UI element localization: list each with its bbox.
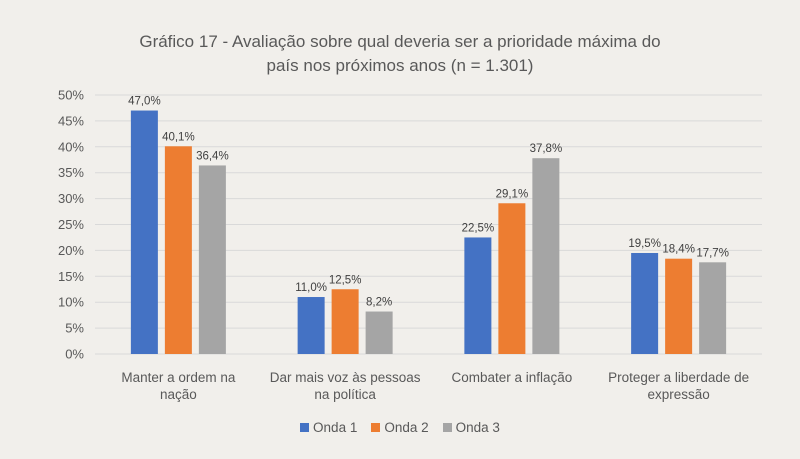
data-label: 12,5% [329, 274, 362, 286]
y-tick-label: 40% [58, 139, 84, 154]
y-tick-label: 35% [58, 165, 84, 180]
bar [130, 110, 158, 354]
data-label: 47,0% [128, 96, 161, 108]
y-tick-label: 10% [58, 295, 84, 310]
y-tick-label: 5% [65, 321, 84, 336]
x-category-label: Proteger a liberdade de [608, 370, 749, 385]
x-category-label: nação [160, 387, 197, 402]
data-label: 36,4% [196, 150, 229, 162]
y-tick-label: 25% [58, 217, 84, 232]
y-tick-label: 30% [58, 191, 84, 206]
data-label: 40,1% [162, 131, 195, 143]
y-tick-label: 50% [58, 88, 84, 103]
bar [665, 258, 693, 354]
x-category-label: Manter a ordem na [121, 370, 236, 385]
data-label: 22,5% [462, 222, 495, 234]
data-label: 29,1% [496, 188, 529, 200]
legend-label: Onda 1 [313, 420, 358, 435]
bar [198, 165, 226, 354]
chart-title: Gráfico 17 - Avaliação sobre qual deveri… [0, 30, 800, 78]
bar [365, 311, 393, 354]
bar [631, 252, 659, 354]
data-label: 19,5% [628, 238, 661, 250]
chart-title-line-1: Gráfico 17 - Avaliação sobre qual deveri… [139, 32, 661, 51]
bar [297, 297, 325, 354]
data-label: 8,2% [366, 297, 392, 309]
x-category-label: na política [314, 387, 376, 402]
y-tick-label: 45% [58, 113, 84, 128]
bar [331, 289, 359, 354]
legend-label: Onda 2 [384, 420, 429, 435]
bar [164, 146, 192, 354]
x-category-label: Combater a inflação [451, 370, 572, 385]
legend-swatch [442, 423, 452, 432]
x-category-label: Dar mais voz às pessoas [270, 370, 421, 385]
y-tick-label: 0% [65, 347, 84, 362]
bar [464, 237, 492, 354]
data-label: 18,4% [662, 244, 695, 256]
legend-label: Onda 3 [455, 420, 500, 435]
bar [532, 158, 560, 354]
legend-item: Onda 2 [371, 420, 429, 435]
legend-swatch [371, 423, 381, 432]
bar [699, 262, 727, 354]
bar [498, 203, 526, 354]
chart-title-line-2: país nos próximos anos (n = 1.301) [266, 56, 534, 75]
legend-item: Onda 1 [300, 420, 357, 435]
y-tick-label: 15% [58, 269, 84, 284]
legend-swatch [300, 423, 310, 432]
legend: Onda 1 Onda 2 Onda 3 [0, 420, 800, 435]
data-label: 17,7% [696, 247, 729, 259]
legend-item: Onda 3 [442, 420, 500, 435]
data-label: 11,0% [295, 282, 327, 294]
y-tick-label: 20% [58, 243, 84, 258]
x-category-label: expressão [647, 387, 709, 402]
data-label: 37,8% [530, 143, 563, 155]
